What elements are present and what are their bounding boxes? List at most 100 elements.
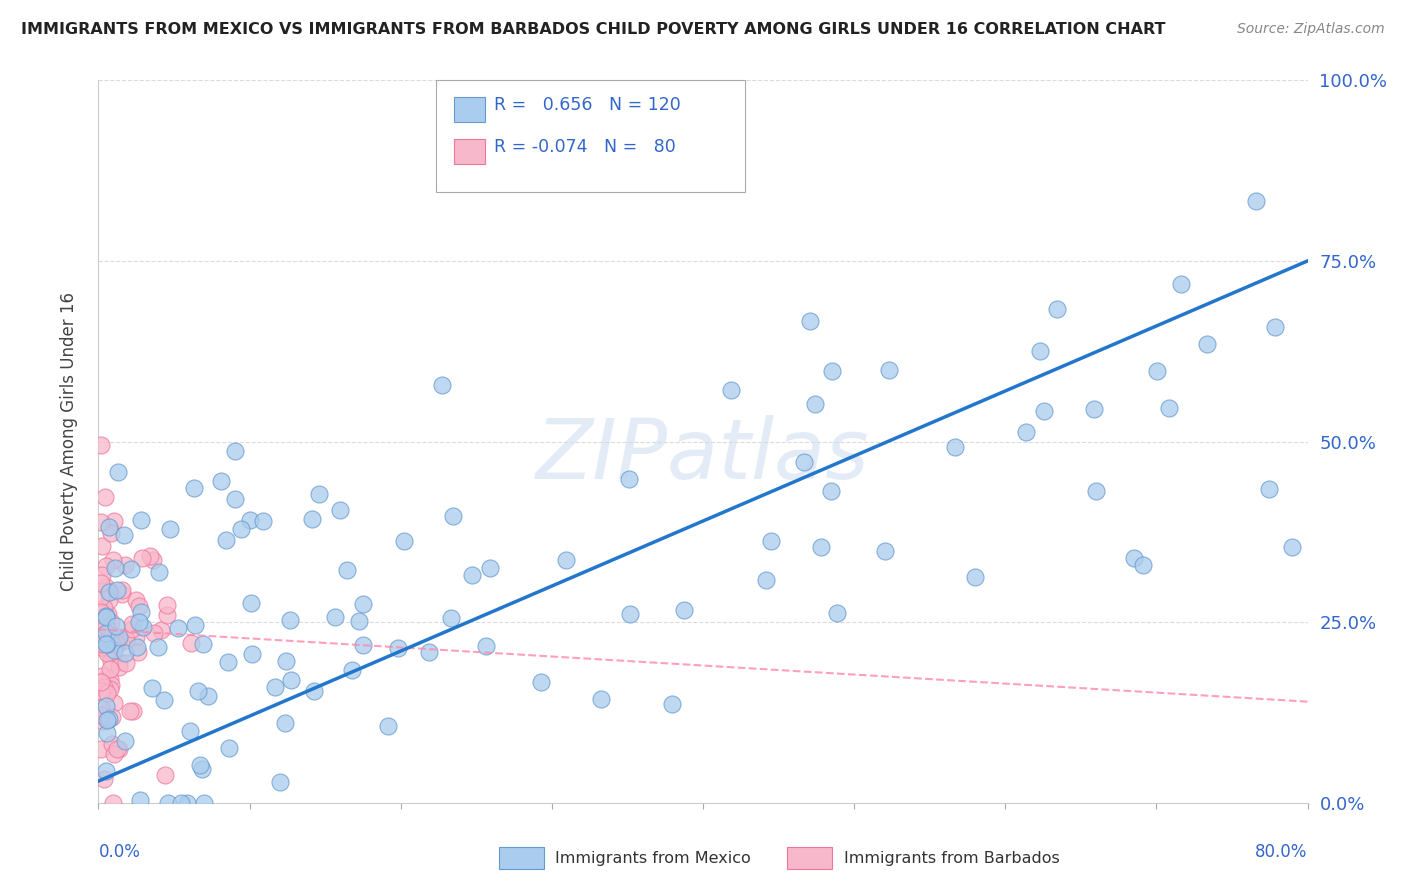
Point: [825, 606, 848, 620]
Point: [94, 637, 117, 651]
Point: [193, 796, 215, 810]
Text: Immigrants from Barbados: Immigrants from Barbados: [844, 851, 1059, 865]
Point: [98, 662, 121, 676]
Point: [91, 637, 114, 651]
Point: [231, 522, 253, 536]
Point: [97, 712, 120, 726]
Point: [943, 440, 966, 454]
Point: [963, 570, 986, 584]
Point: [93, 772, 115, 786]
Point: [101, 710, 124, 724]
Point: [90, 576, 112, 591]
Point: [125, 592, 148, 607]
Point: [90, 708, 112, 723]
Point: [105, 742, 128, 756]
Point: [197, 689, 219, 703]
Point: [240, 596, 263, 610]
Point: [475, 639, 498, 653]
Point: [90, 606, 112, 620]
Point: [153, 693, 176, 707]
Point: [103, 553, 125, 567]
Point: [104, 636, 127, 650]
Point: [820, 483, 842, 498]
Point: [793, 455, 815, 469]
Point: [90, 683, 112, 698]
Point: [96, 713, 118, 727]
Point: [224, 492, 246, 507]
Point: [215, 533, 238, 547]
Point: [114, 558, 136, 572]
Point: [441, 509, 464, 524]
Point: [108, 630, 131, 644]
Point: [352, 639, 374, 653]
Point: [108, 636, 131, 650]
Point: [308, 487, 330, 501]
Point: [217, 655, 239, 669]
Point: [96, 558, 118, 573]
Point: [129, 513, 152, 527]
Point: [1146, 364, 1168, 378]
Point: [100, 615, 122, 629]
Point: [141, 681, 163, 695]
Point: [340, 663, 363, 677]
Point: [180, 636, 202, 650]
Point: [1015, 425, 1038, 440]
Point: [107, 465, 129, 479]
Point: [105, 583, 128, 598]
Point: [143, 626, 166, 640]
Point: [619, 607, 641, 621]
Point: [1083, 402, 1105, 417]
Point: [103, 696, 125, 710]
Point: [90, 620, 112, 634]
Point: [150, 624, 173, 638]
Point: [877, 362, 900, 376]
Point: [127, 640, 149, 654]
Point: [94, 609, 117, 624]
Point: [169, 796, 191, 810]
Point: [810, 540, 832, 554]
Point: [1246, 194, 1268, 209]
Point: [121, 616, 143, 631]
Point: [100, 678, 122, 692]
Point: [153, 768, 176, 782]
Point: [418, 645, 440, 659]
Point: [1170, 277, 1192, 292]
Point: [90, 590, 112, 604]
Point: [129, 605, 152, 619]
Text: Immigrants from Mexico: Immigrants from Mexico: [555, 851, 751, 865]
Point: [90, 640, 112, 654]
Point: [90, 673, 112, 688]
Point: [104, 632, 127, 647]
Point: [93, 680, 115, 694]
Point: [100, 585, 122, 599]
Point: [301, 512, 323, 526]
Point: [336, 563, 359, 577]
Point: [90, 668, 112, 682]
Point: [97, 520, 120, 534]
Point: [91, 567, 114, 582]
Point: [1132, 558, 1154, 572]
Point: [108, 660, 131, 674]
Point: [1264, 319, 1286, 334]
Point: [96, 686, 118, 700]
Point: [239, 512, 262, 526]
Point: [555, 552, 578, 566]
Point: [460, 567, 482, 582]
Y-axis label: Child Poverty Among Girls Under 16: Child Poverty Among Girls Under 16: [59, 292, 77, 591]
Point: [132, 620, 155, 634]
Point: [94, 580, 117, 594]
Point: [120, 561, 142, 575]
Point: [1281, 540, 1303, 554]
Point: [104, 619, 127, 633]
Point: [100, 628, 122, 642]
Point: [591, 692, 613, 706]
Point: [96, 637, 118, 651]
Point: [188, 757, 211, 772]
Point: [432, 378, 454, 392]
Point: [94, 609, 117, 624]
Point: [131, 550, 153, 565]
Point: [96, 646, 118, 660]
Point: [121, 704, 143, 718]
Point: [276, 655, 298, 669]
Text: 0.0%: 0.0%: [98, 843, 141, 861]
